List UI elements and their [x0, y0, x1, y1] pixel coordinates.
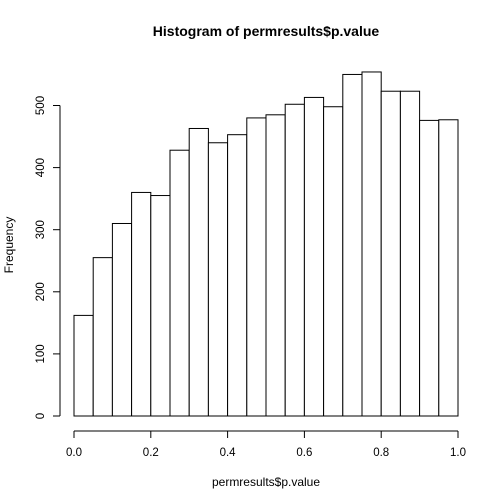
x-tick-label: 0.2: [143, 447, 159, 459]
y-tick-label: 200: [35, 282, 47, 301]
y-tick-label: 0: [35, 413, 47, 419]
histogram-bar: [150, 195, 171, 417]
y-tick-label: 500: [35, 96, 47, 115]
y-tick-label: 400: [35, 158, 47, 177]
chart-title: Histogram of permresults$p.value: [153, 23, 380, 39]
histogram-bar: [207, 142, 229, 417]
histogram-bar: [284, 103, 305, 417]
histogram-bar: [246, 117, 267, 417]
x-axis-label: permresults$p.value: [212, 475, 320, 489]
histogram-bar: [342, 73, 363, 417]
y-axis-label: Frequency: [2, 217, 16, 274]
histogram-bar: [265, 114, 286, 417]
histogram-bar: [169, 149, 190, 417]
x-tick-label: 1.0: [450, 447, 466, 459]
histogram-bar: [438, 119, 459, 417]
x-tick-label: 0.4: [220, 447, 237, 459]
histogram-bar: [399, 90, 421, 417]
y-tick-label: 300: [35, 220, 47, 239]
histogram-bar: [131, 191, 152, 417]
bars-group: [73, 71, 459, 417]
y-tick-label: 100: [35, 344, 47, 363]
x-tick-label: 0.8: [373, 447, 389, 459]
histogram-bar: [111, 222, 133, 417]
histogram-bar: [73, 314, 94, 417]
histogram-bar: [92, 257, 113, 417]
histogram-bar: [323, 106, 344, 417]
histogram-bar: [361, 71, 382, 417]
histogram-bar: [380, 90, 401, 417]
y-axis: 0 100 200 300 400 500: [35, 96, 61, 419]
x-axis: 0.0 0.2 0.4 0.6 0.8 1.0: [66, 430, 466, 459]
histogram-bar: [419, 119, 440, 417]
histogram-bar: [188, 127, 209, 417]
x-tick-label: 0.0: [66, 447, 82, 459]
histogram-bar: [227, 134, 248, 417]
x-tick-label: 0.6: [296, 447, 312, 459]
histogram-bar: [303, 96, 325, 417]
